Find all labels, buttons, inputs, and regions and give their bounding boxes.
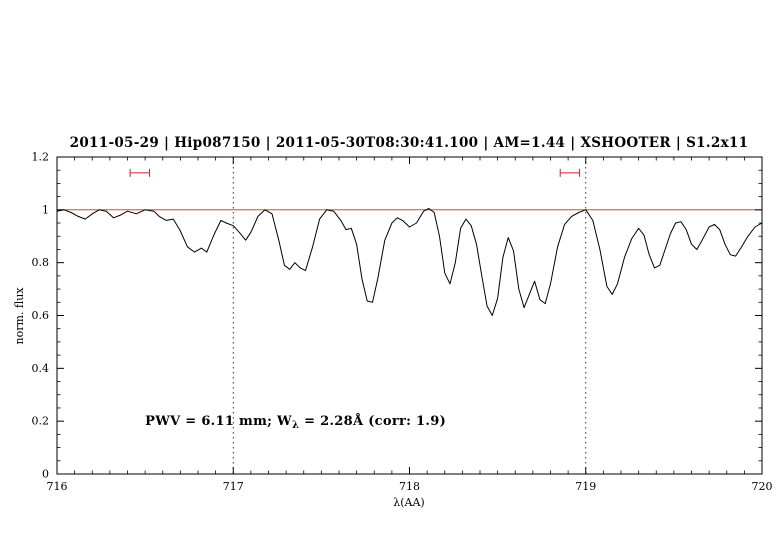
y-tick-label: 0.2 [32, 415, 50, 428]
x-tick-label: 720 [752, 480, 773, 493]
y-tick-label: 1.2 [32, 151, 50, 164]
x-tick-label: 718 [399, 480, 420, 493]
y-axis-label: norm. flux [13, 287, 26, 345]
y-tick-label: 1 [42, 203, 49, 216]
plot-area: 716 717 718 719 720 0 0.2 0.4 0.6 0.8 1 1.2 [32, 151, 773, 494]
y-tick-label: 0.8 [32, 256, 50, 269]
x-axis-label: λ(AA) [393, 496, 424, 509]
annotation: PWV = 6.11 mm; Wλ = 2.28Å (corr: 1.9) [145, 413, 446, 431]
spectrum-line [56, 208, 763, 316]
annotation-part2: = 2.28Å (corr: 1.9) [299, 413, 446, 429]
range-marker [559, 168, 581, 177]
y-tick-label: 0 [42, 468, 49, 481]
y-tick-label: 0.4 [32, 362, 50, 375]
y-tick-label: 0.6 [32, 309, 50, 322]
x-tick-label: 717 [223, 480, 244, 493]
plot-title: 2011-05-29 | Hip087150 | 2011-05-30T08:3… [70, 135, 749, 151]
x-tick-label: 719 [575, 480, 596, 493]
range-marker [129, 168, 151, 177]
annotation-part1: PWV = 6.11 mm; W [145, 414, 292, 429]
annotation-subscript: λ [292, 420, 299, 431]
x-tick-label: 716 [47, 480, 68, 493]
